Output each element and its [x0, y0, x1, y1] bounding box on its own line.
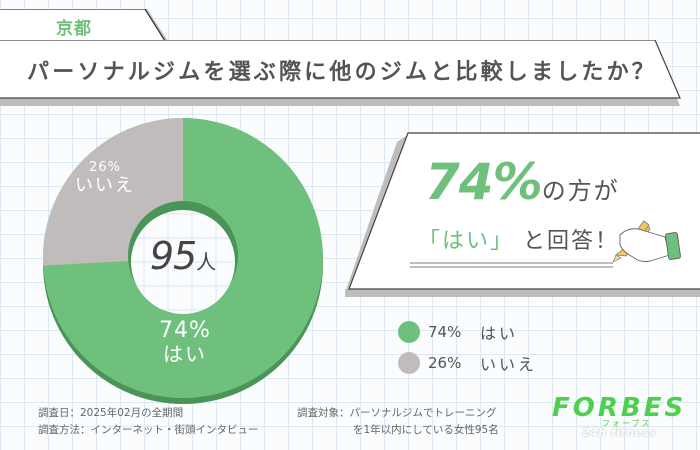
slice-yes-pct: 74%	[159, 318, 211, 343]
legend-swatch-no	[398, 352, 420, 374]
callout-line-1: 74%の方が	[425, 153, 620, 211]
survey-target-1: 調査対象：パーソナルジムでトレーニング	[297, 407, 497, 419]
respondent-number: 95	[149, 234, 197, 278]
legend-pct-yes: 74%	[428, 323, 462, 341]
callout-shape	[345, 132, 700, 297]
legend-answer-yes: はい	[480, 324, 519, 343]
slice-label-no: 26% いいえ	[60, 160, 150, 197]
slice-no-pct: 26%	[89, 160, 121, 175]
brand-logo: FORBES フォーブス 24h fitness	[552, 393, 687, 443]
survey-target-2: を1年以内にしている女性95名	[353, 424, 499, 436]
callout-line-2: 「はい」 と回答！	[418, 223, 619, 255]
survey-method: 調査方法：インターネット・街頭インタビュー	[38, 424, 259, 436]
survey-notes-left: 調査日：2025年02月の全期間 調査方法：インターネット・街頭インタビュー	[38, 405, 259, 439]
survey-date: 調査日：2025年02月の全期間	[38, 407, 184, 419]
question-banner: パーソナルジムを選ぶ際に他のジムと比較しましたか？	[0, 40, 700, 106]
region-label: 京都	[56, 19, 92, 39]
slice-no-answer: いいえ	[75, 174, 135, 196]
donut-chart: 26% いいえ 74% はい 95人	[0, 100, 360, 410]
callout-line1-text: の方が	[541, 177, 620, 205]
logo-subtitle: 24h fitness	[582, 426, 657, 439]
banner-shape	[0, 40, 681, 106]
callout-line2-text: と回答！	[514, 229, 620, 254]
respondent-unit: 人	[196, 250, 217, 274]
respondent-count: 95人	[133, 234, 233, 278]
legend-answer-no: いいえ	[480, 355, 538, 374]
survey-notes-right: 調査対象：パーソナルジムでトレーニング を1年以内にしている女性95名	[297, 405, 499, 439]
callout-percent: 74%	[425, 153, 543, 211]
callout-answer-highlight: 「はい」	[418, 229, 515, 254]
chart-legend: 74% はい 26% いいえ	[398, 318, 537, 380]
tab-shape	[0, 9, 168, 42]
legend-item-yes: 74% はい	[398, 318, 537, 346]
logo-wordmark: FORBES	[552, 393, 687, 423]
legend-swatch-yes	[398, 321, 420, 343]
result-callout: 74%の方が 「はい」 と回答！	[345, 125, 700, 300]
hand-pencil-icon	[612, 220, 681, 263]
logo-kana: フォーブス	[602, 419, 652, 428]
region-tab: 京都	[0, 9, 170, 42]
slice-label-yes: 74% はい	[140, 318, 230, 366]
donut-graphic	[42, 118, 323, 404]
legend-pct-no: 26%	[428, 354, 462, 372]
slice-yes-answer: はい	[163, 342, 207, 367]
legend-item-no: 26% いいえ	[398, 349, 537, 377]
question-title: パーソナルジムを選ぶ際に他のジムと比較しましたか？	[27, 60, 658, 85]
